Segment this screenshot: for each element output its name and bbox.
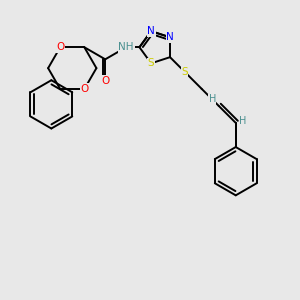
Text: S: S: [148, 58, 154, 68]
Text: H: H: [208, 94, 216, 104]
Text: O: O: [80, 84, 88, 94]
Text: S: S: [181, 67, 188, 77]
Text: O: O: [56, 42, 64, 52]
Text: N: N: [147, 26, 155, 36]
Text: N: N: [166, 32, 174, 42]
Text: O: O: [101, 76, 110, 86]
Text: NH: NH: [118, 42, 134, 52]
Text: H: H: [239, 116, 247, 126]
